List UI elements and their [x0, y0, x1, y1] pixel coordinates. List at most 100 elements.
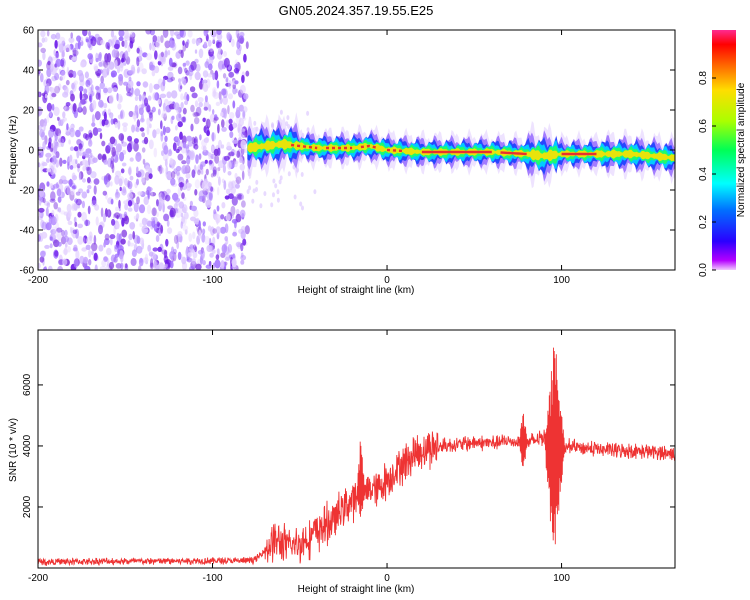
noise-speck	[93, 178, 100, 185]
noise-speck	[88, 132, 93, 139]
noise-speck	[57, 266, 63, 270]
noise-speck	[79, 255, 85, 264]
noise-speck	[162, 108, 167, 118]
noise-speck	[64, 86, 69, 96]
noise-speck	[163, 145, 169, 155]
noise-speck	[50, 61, 55, 69]
noise-speck	[62, 235, 70, 243]
noise-speck	[155, 128, 161, 135]
noise-speck	[56, 227, 63, 233]
noise-speck	[130, 31, 135, 38]
noise-speck	[177, 251, 182, 261]
noise-speck	[143, 136, 149, 145]
noise-speck	[241, 131, 247, 139]
noise-speck	[54, 72, 60, 81]
noise-speck	[181, 135, 187, 145]
noise-speck	[133, 142, 139, 152]
noise-speck	[145, 165, 151, 172]
noise-speck	[75, 191, 81, 196]
noise-speck	[164, 135, 168, 142]
noise-speck	[179, 131, 183, 140]
noise-speck	[58, 179, 64, 185]
noise-speck	[239, 209, 246, 218]
noise-speck	[58, 43, 64, 53]
noise-speck	[85, 148, 92, 154]
noise-speck	[60, 70, 66, 81]
noise-speck	[117, 249, 120, 256]
noise-speck	[162, 78, 166, 87]
noise-speck	[90, 171, 97, 179]
noise-speck	[109, 112, 114, 119]
noise-speck	[101, 259, 107, 267]
noise-speck	[169, 209, 174, 218]
noise-speck	[59, 76, 63, 81]
noise-speck	[131, 124, 135, 133]
noise-speck	[40, 73, 44, 83]
noise-speck	[208, 191, 213, 202]
noise-speck	[71, 203, 77, 212]
noise-speck	[72, 70, 77, 78]
noise-speck	[44, 93, 48, 99]
noise-speck	[79, 90, 83, 101]
noise-speck	[89, 93, 93, 103]
noise-speck	[78, 102, 82, 112]
noise-speck	[152, 92, 158, 101]
noise-speck	[84, 71, 89, 79]
noise-speck	[73, 47, 77, 57]
noise-speck	[227, 93, 233, 100]
y-tick-label: 2000	[22, 495, 33, 518]
noise-speck	[43, 266, 47, 270]
noise-speck	[171, 90, 178, 99]
noise-speck	[115, 194, 119, 200]
noise-speck	[54, 85, 61, 94]
noise-speck	[211, 145, 214, 153]
noise-speck	[215, 254, 220, 260]
noise-speck	[212, 236, 216, 246]
noise-speck	[236, 39, 241, 50]
noise-speck	[138, 94, 142, 102]
noise-speck	[193, 209, 199, 218]
noise-speck	[220, 226, 227, 234]
noise-speck	[115, 206, 119, 212]
noise-speck	[118, 199, 121, 209]
noise-speck	[153, 147, 158, 158]
noise-speck	[114, 121, 118, 128]
noise-speck	[211, 131, 215, 142]
noise-speck	[100, 75, 104, 84]
noise-speck	[91, 195, 97, 206]
noise-speck	[272, 192, 275, 198]
y-tick-label: -20	[20, 186, 35, 197]
noise-speck	[51, 103, 55, 111]
noise-speck	[156, 211, 159, 217]
noise-speck	[92, 127, 99, 136]
noise-speck	[156, 221, 160, 227]
noise-speck	[133, 202, 139, 213]
noise-speck	[110, 70, 117, 78]
noise-speck	[213, 148, 219, 156]
noise-speck	[98, 61, 103, 67]
noise-speck	[187, 69, 194, 77]
noise-speck	[79, 99, 86, 105]
noise-speck	[228, 151, 235, 157]
noise-speck	[88, 129, 93, 140]
noise-speck	[46, 78, 52, 87]
noise-speck	[235, 88, 239, 94]
noise-speck	[68, 73, 74, 78]
noise-speck	[200, 249, 206, 259]
noise-speck	[194, 49, 198, 54]
noise-speck	[38, 199, 42, 206]
noise-speck	[85, 166, 90, 171]
noise-speck	[195, 263, 202, 270]
noise-speck	[97, 153, 103, 160]
noise-speck	[71, 82, 75, 90]
noise-speck	[139, 127, 145, 132]
noise-speck	[38, 106, 43, 116]
noise-speck	[58, 207, 62, 213]
noise-speck	[107, 108, 112, 116]
noise-speck	[67, 246, 71, 253]
noise-speck	[175, 210, 182, 218]
noise-speck	[218, 176, 221, 186]
noise-speck	[93, 252, 98, 261]
snr-plot: -200 -100 0 100 2000 4000 6000 Height of stra…	[8, 329, 676, 595]
noise-speck	[134, 95, 139, 101]
